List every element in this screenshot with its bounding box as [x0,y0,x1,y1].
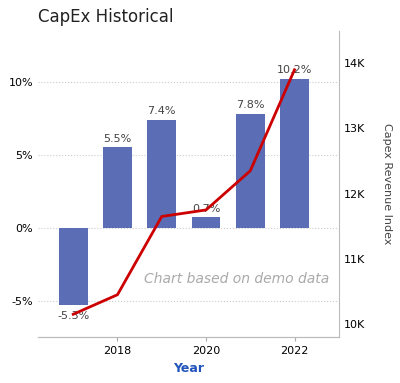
Bar [59,228,88,305]
Text: 0.7%: 0.7% [192,204,220,214]
Text: Chart based on demo data: Chart based on demo data [144,272,329,286]
Bar [192,218,220,228]
Text: 7.4%: 7.4% [148,106,176,116]
Y-axis label: Capex Revenue Index: Capex Revenue Index [382,123,392,245]
Text: 5.5%: 5.5% [103,134,132,144]
Bar [280,79,309,228]
Text: 7.8%: 7.8% [236,100,264,110]
Bar [236,114,265,228]
Bar [103,147,132,228]
X-axis label: Year: Year [173,362,204,375]
Bar [147,119,176,228]
Text: 10.2%: 10.2% [277,65,312,75]
Text: CapEx Historical: CapEx Historical [38,8,173,26]
Text: -5.3%: -5.3% [57,311,89,321]
